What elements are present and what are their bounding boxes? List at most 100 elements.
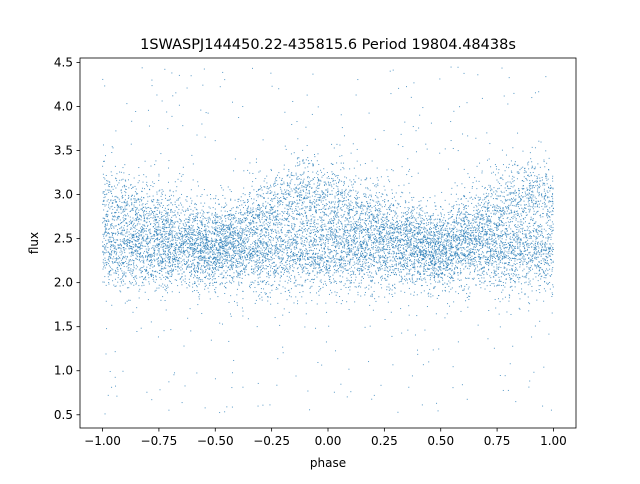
data-point xyxy=(504,233,506,235)
data-point xyxy=(392,223,394,225)
data-point xyxy=(340,242,342,244)
data-point xyxy=(162,253,164,255)
data-point xyxy=(155,222,157,224)
data-point xyxy=(378,267,380,269)
data-point xyxy=(492,260,494,262)
data-point xyxy=(139,249,141,251)
data-point xyxy=(403,269,405,271)
data-point xyxy=(486,256,488,258)
data-point xyxy=(210,261,212,263)
data-point xyxy=(230,243,232,245)
data-point xyxy=(118,255,120,257)
data-point xyxy=(361,270,363,272)
data-point xyxy=(144,225,146,227)
data-point xyxy=(378,255,380,257)
data-point xyxy=(157,263,159,265)
data-point xyxy=(128,239,130,241)
data-point xyxy=(514,270,516,272)
data-point xyxy=(279,245,281,247)
data-point xyxy=(160,299,162,301)
data-point xyxy=(373,261,375,263)
data-point xyxy=(460,260,462,262)
data-point xyxy=(279,264,281,266)
data-point xyxy=(290,288,292,290)
data-point xyxy=(400,252,402,254)
data-point xyxy=(527,239,529,241)
data-point xyxy=(335,271,337,273)
data-point xyxy=(125,232,127,234)
data-point xyxy=(464,285,466,287)
data-point xyxy=(256,225,258,227)
data-point xyxy=(424,264,426,266)
data-point xyxy=(181,284,183,286)
data-point xyxy=(202,272,204,274)
data-point xyxy=(108,279,110,281)
data-point xyxy=(539,252,541,254)
data-point xyxy=(227,248,229,250)
data-point xyxy=(194,256,196,258)
data-point xyxy=(447,234,449,236)
data-point xyxy=(204,260,206,262)
data-point xyxy=(495,251,497,253)
data-point xyxy=(124,239,126,241)
data-point xyxy=(324,280,326,282)
data-point xyxy=(193,277,195,279)
data-point xyxy=(529,283,531,285)
data-point xyxy=(488,236,490,238)
data-point xyxy=(298,258,300,260)
data-point xyxy=(454,226,456,228)
data-point xyxy=(415,238,417,240)
data-point xyxy=(405,280,407,282)
data-point xyxy=(503,244,505,246)
data-point xyxy=(412,248,414,250)
data-point xyxy=(421,243,423,245)
data-point xyxy=(457,235,459,237)
data-point xyxy=(265,258,267,260)
data-point xyxy=(235,217,237,219)
data-point xyxy=(291,228,293,230)
data-point xyxy=(423,290,425,292)
data-point xyxy=(503,267,505,269)
data-point xyxy=(419,256,421,258)
data-point xyxy=(552,223,554,225)
data-point xyxy=(107,273,109,275)
data-point xyxy=(138,290,140,292)
data-point xyxy=(297,258,299,260)
data-point xyxy=(347,241,349,243)
data-point xyxy=(342,265,344,267)
data-point xyxy=(469,230,471,232)
data-point xyxy=(511,247,513,249)
data-point xyxy=(516,238,518,240)
data-point xyxy=(344,263,346,265)
data-point xyxy=(159,255,161,257)
data-point xyxy=(277,288,279,290)
data-point xyxy=(157,261,159,263)
data-point xyxy=(537,225,539,227)
data-point xyxy=(335,223,337,225)
data-point xyxy=(460,219,462,221)
data-point xyxy=(240,223,242,225)
data-point xyxy=(541,232,543,234)
data-point xyxy=(406,242,408,244)
data-point xyxy=(330,276,332,278)
data-point xyxy=(193,283,195,285)
data-point xyxy=(531,290,533,292)
data-point xyxy=(196,286,198,288)
data-point xyxy=(170,210,172,212)
data-point xyxy=(538,270,540,272)
data-point xyxy=(470,230,472,232)
data-point xyxy=(243,240,245,242)
data-point xyxy=(314,238,316,240)
data-point xyxy=(525,281,527,283)
data-point xyxy=(161,237,163,239)
data-point xyxy=(426,234,428,236)
data-point xyxy=(425,251,427,253)
data-point xyxy=(207,287,209,289)
data-point xyxy=(117,258,119,260)
data-point xyxy=(161,244,163,246)
data-point xyxy=(498,216,500,218)
data-point xyxy=(360,295,362,297)
data-point xyxy=(332,274,334,276)
data-point xyxy=(340,255,342,257)
data-point xyxy=(163,276,165,278)
